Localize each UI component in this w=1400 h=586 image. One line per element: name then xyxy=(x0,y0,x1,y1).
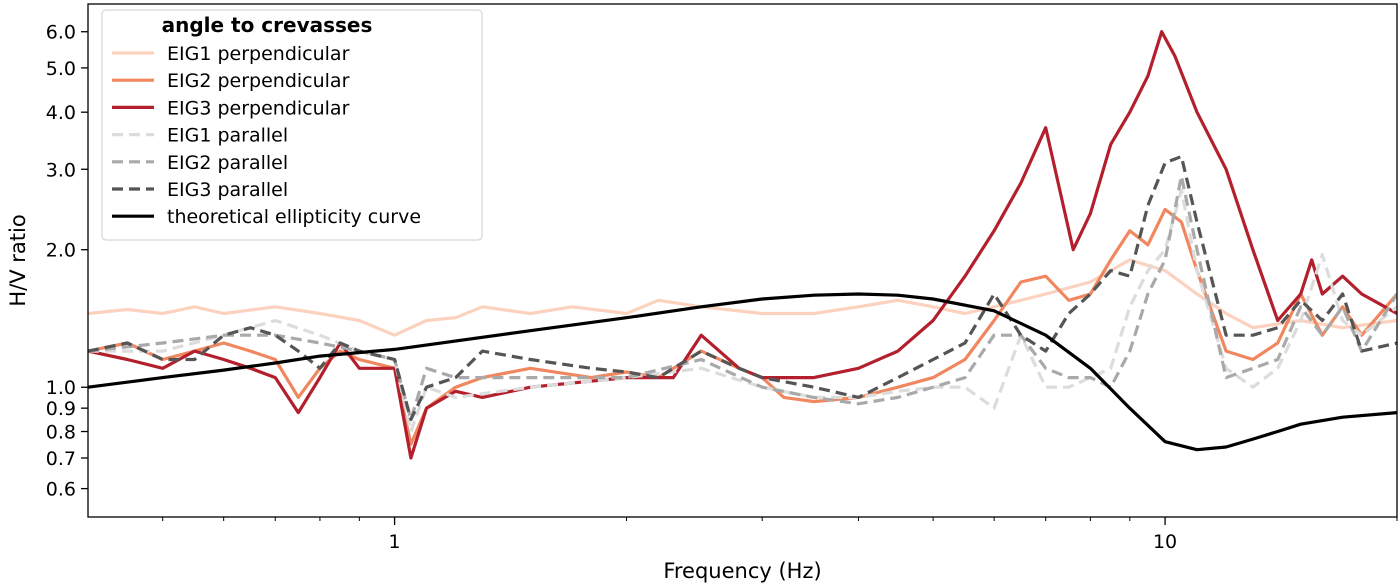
x-axis-label: Frequency (Hz) xyxy=(663,559,821,583)
legend-label-eig2-parallel: EIG2 parallel xyxy=(167,152,288,174)
legend-label-eig1-parallel: EIG1 parallel xyxy=(167,125,288,147)
legend-title: angle to crevasses xyxy=(162,13,373,37)
y-tick-label: 0.8 xyxy=(46,422,76,444)
series-line-theoretical-ellipticity-curve xyxy=(88,292,1397,452)
x-tick-label: 10 xyxy=(1153,531,1177,553)
y-tick-label: 3.0 xyxy=(46,159,76,181)
legend-box xyxy=(101,9,483,241)
legend-label-eig1-perpendicular: EIG1 perpendicular xyxy=(167,43,350,65)
series-line-eig3-perpendicular xyxy=(88,30,1397,460)
series-layer xyxy=(88,30,1397,460)
x-tick-label: 1 xyxy=(389,531,401,553)
series-line-eig2-perpendicular xyxy=(88,207,1397,446)
y-axis-label: H/V ratio xyxy=(6,214,30,306)
y-tick-label: 0.9 xyxy=(46,398,76,420)
y-tick-label: 0.6 xyxy=(46,479,76,501)
y-tick-label: 4.0 xyxy=(46,102,76,124)
legend-label-eig3-parallel: EIG3 parallel xyxy=(167,179,288,201)
series-line-eig2-parallel xyxy=(88,174,1397,422)
legend: angle to crevasses EIG1 perpendicularEIG… xyxy=(101,9,483,241)
y-tick-label: 5.0 xyxy=(46,58,76,80)
legend-label-eig3-perpendicular: EIG3 perpendicular xyxy=(167,97,350,119)
y-tick-label: 2.0 xyxy=(46,240,76,262)
y-tick-label: 6.0 xyxy=(46,22,76,44)
legend-label-theoretical-ellipticity-curve: theoretical ellipticity curve xyxy=(167,206,421,228)
plot-area-frame xyxy=(87,3,1398,518)
legend-label-eig2-perpendicular: EIG2 perpendicular xyxy=(167,70,350,92)
y-tick-label: 0.7 xyxy=(46,448,76,470)
axis-ticks: 1 10 0.6 0.7 0.80.91.0 2.0 3.0 4.0 5.0 6.0 xyxy=(46,22,1398,553)
legend-items: EIG1 perpendicular EIG2 perpendicular EIG3… xyxy=(112,43,421,228)
y-tick-label: 1.0 xyxy=(46,377,76,399)
series-line-eig1-perpendicular xyxy=(88,258,1397,337)
